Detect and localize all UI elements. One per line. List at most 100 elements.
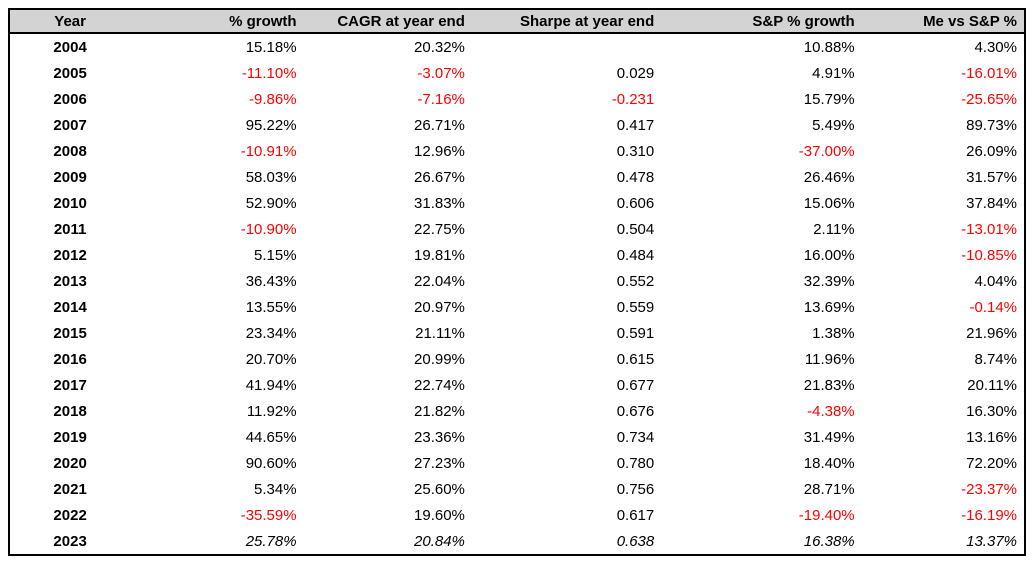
cell-cagr: 26.67% — [306, 164, 468, 190]
cell-year: 2012 — [9, 242, 131, 268]
cell-year: 2008 — [9, 138, 131, 164]
cell-me-vs-sp: -23.37% — [858, 476, 1025, 502]
cell-pct-growth: -9.86% — [130, 86, 307, 112]
spacer-band — [658, 372, 691, 398]
cell-pct-growth: 52.90% — [130, 190, 307, 216]
cell-sp-growth: 15.06% — [690, 190, 859, 216]
table-row: 2014 13.55% 20.97% 0.559 13.69% -0.14% — [9, 294, 1025, 320]
cell-year: 2022 — [9, 502, 131, 528]
header-sp-growth: S&P % growth — [690, 9, 859, 34]
cell-cagr: 19.81% — [306, 242, 468, 268]
cell-year: 2011 — [9, 216, 131, 242]
cell-cagr: -3.07% — [306, 60, 468, 86]
cell-cagr: 21.82% — [306, 398, 468, 424]
spacer-band — [658, 528, 691, 555]
table-row: 2023 25.78% 20.84% 0.638 16.38% 13.37% — [9, 528, 1025, 555]
header-sharpe: Sharpe at year end — [509, 9, 659, 34]
cell-cagr: 22.74% — [306, 372, 468, 398]
cell-sp-growth: 4.91% — [690, 60, 859, 86]
cell-sharpe: 0.552 — [509, 268, 659, 294]
spacer-band — [467, 320, 510, 346]
table-row: 2010 52.90% 31.83% 0.606 15.06% 37.84% — [9, 190, 1025, 216]
cell-sp-growth: 11.96% — [690, 346, 859, 372]
performance-table: Year % growth CAGR at year end Sharpe at… — [8, 8, 1026, 556]
cell-cagr: 20.32% — [306, 33, 468, 60]
cell-me-vs-sp: 37.84% — [858, 190, 1025, 216]
spacer-band — [658, 164, 691, 190]
cell-cagr: 21.11% — [306, 320, 468, 346]
cell-sp-growth: 5.49% — [690, 112, 859, 138]
cell-year: 2015 — [9, 320, 131, 346]
cell-me-vs-sp: 20.11% — [858, 372, 1025, 398]
cell-pct-growth: -11.10% — [130, 60, 307, 86]
cell-year: 2007 — [9, 112, 131, 138]
cell-sharpe: 0.756 — [509, 476, 659, 502]
spacer-band — [467, 268, 510, 294]
cell-me-vs-sp: -13.01% — [858, 216, 1025, 242]
cell-sp-growth: 10.88% — [690, 33, 859, 60]
cell-cagr: 19.60% — [306, 502, 468, 528]
spacer-band — [658, 450, 691, 476]
cell-sp-growth: -37.00% — [690, 138, 859, 164]
cell-me-vs-sp: 89.73% — [858, 112, 1025, 138]
spacer-band — [467, 528, 510, 555]
header-spacer-band-2 — [658, 9, 691, 34]
cell-pct-growth: 23.34% — [130, 320, 307, 346]
cell-cagr: 25.60% — [306, 476, 468, 502]
spacer-band — [467, 33, 510, 60]
spacer-band — [658, 424, 691, 450]
cell-sp-growth: 26.46% — [690, 164, 859, 190]
spacer-band — [658, 502, 691, 528]
cell-year: 2010 — [9, 190, 131, 216]
cell-pct-growth: 36.43% — [130, 268, 307, 294]
spacer-band — [658, 294, 691, 320]
cell-cagr: 12.96% — [306, 138, 468, 164]
cell-sharpe: 0.484 — [509, 242, 659, 268]
cell-me-vs-sp: -0.14% — [858, 294, 1025, 320]
spacer-band — [658, 346, 691, 372]
cell-year: 2004 — [9, 33, 131, 60]
spacer-band — [658, 86, 691, 112]
cell-sharpe: 0.310 — [509, 138, 659, 164]
cell-cagr: 20.84% — [306, 528, 468, 555]
cell-year: 2016 — [9, 346, 131, 372]
cell-cagr: 23.36% — [306, 424, 468, 450]
table-row: 2019 44.65% 23.36% 0.734 31.49% 13.16% — [9, 424, 1025, 450]
cell-cagr: 27.23% — [306, 450, 468, 476]
cell-pct-growth: 11.92% — [130, 398, 307, 424]
cell-me-vs-sp: -16.19% — [858, 502, 1025, 528]
cell-cagr: 26.71% — [306, 112, 468, 138]
spacer-band — [658, 216, 691, 242]
cell-sharpe: 0.677 — [509, 372, 659, 398]
cell-pct-growth: 58.03% — [130, 164, 307, 190]
cell-me-vs-sp: -10.85% — [858, 242, 1025, 268]
spacer-band — [467, 476, 510, 502]
cell-year: 2009 — [9, 164, 131, 190]
spacer-band — [467, 398, 510, 424]
cell-me-vs-sp: 16.30% — [858, 398, 1025, 424]
spacer-band — [658, 242, 691, 268]
cell-sharpe: 0.617 — [509, 502, 659, 528]
cell-sp-growth: 16.00% — [690, 242, 859, 268]
cell-pct-growth: 5.15% — [130, 242, 307, 268]
cell-sharpe: 0.638 — [509, 528, 659, 555]
cell-sharpe: 0.591 — [509, 320, 659, 346]
cell-pct-growth: 95.22% — [130, 112, 307, 138]
cell-sp-growth: 1.38% — [690, 320, 859, 346]
cell-pct-growth: 44.65% — [130, 424, 307, 450]
cell-sharpe: 0.734 — [509, 424, 659, 450]
cell-year: 2005 — [9, 60, 131, 86]
cell-year: 2023 — [9, 528, 131, 555]
cell-pct-growth: 13.55% — [130, 294, 307, 320]
table-row: 2012 5.15% 19.81% 0.484 16.00% -10.85% — [9, 242, 1025, 268]
header-me-vs-sp: Me vs S&P % — [858, 9, 1025, 34]
spacer-band — [467, 424, 510, 450]
spacer-band — [658, 190, 691, 216]
cell-pct-growth: 41.94% — [130, 372, 307, 398]
table-row: 2018 11.92% 21.82% 0.676 -4.38% 16.30% — [9, 398, 1025, 424]
header-cagr: CAGR at year end — [306, 9, 468, 34]
spacer-band — [467, 372, 510, 398]
spacer-band — [467, 216, 510, 242]
cell-year: 2021 — [9, 476, 131, 502]
